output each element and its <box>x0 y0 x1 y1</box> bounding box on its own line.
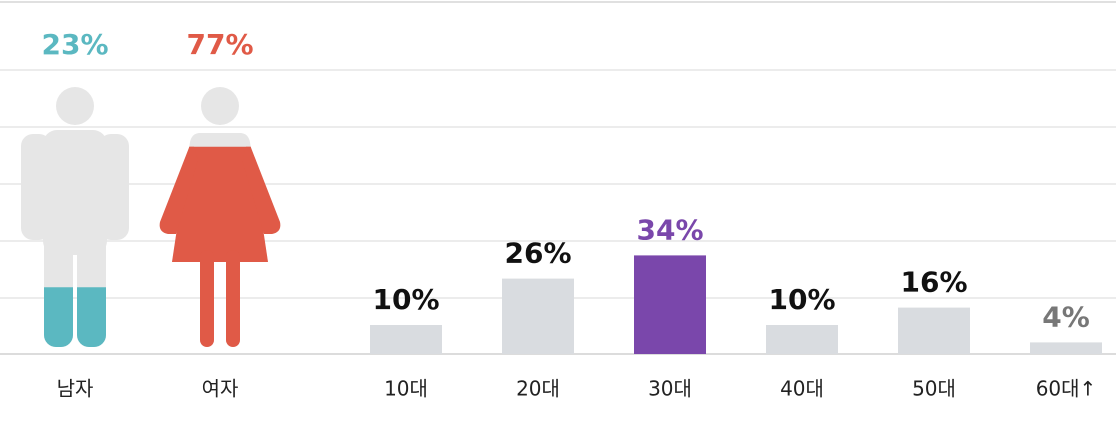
value-label: 23% <box>41 28 108 61</box>
bar <box>634 255 706 354</box>
category-label: 30대 <box>648 377 692 401</box>
bar <box>766 325 838 354</box>
category-label: 40대 <box>780 377 824 401</box>
value-label: 4% <box>1042 300 1090 333</box>
category-label: 여자 <box>202 377 239 401</box>
value-label: 26% <box>504 237 571 270</box>
value-label: 10% <box>372 283 439 316</box>
value-label: 77% <box>186 28 253 61</box>
bar <box>502 278 574 354</box>
bar <box>370 325 442 354</box>
category-label: 남자 <box>57 377 94 401</box>
category-label: 20대 <box>516 377 560 401</box>
category-label: 60대↑ <box>1036 377 1097 401</box>
value-label: 16% <box>900 266 967 299</box>
category-label: 50대 <box>912 377 956 401</box>
value-label: 10% <box>768 283 835 316</box>
bar <box>1030 342 1102 354</box>
category-label: 10대 <box>384 377 428 401</box>
bar <box>898 307 970 354</box>
value-label: 34% <box>636 213 703 246</box>
